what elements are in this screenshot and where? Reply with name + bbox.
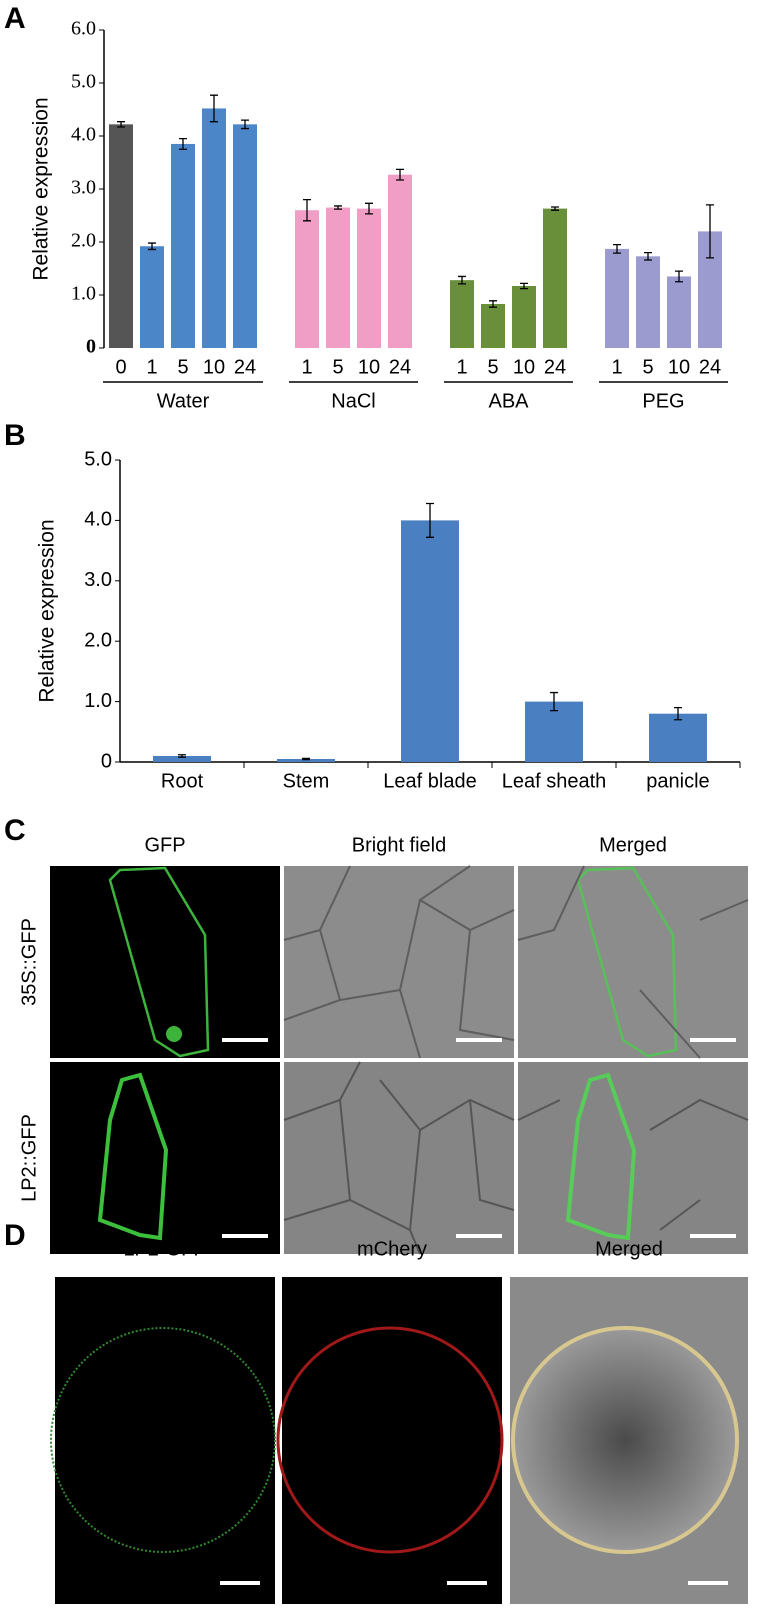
y-tick-label: 3.0 bbox=[71, 177, 96, 199]
error-bar bbox=[334, 205, 342, 210]
y-tick-label: 3.0 bbox=[84, 569, 112, 591]
y-tick-label: 5.0 bbox=[84, 448, 112, 470]
x-tick-label: 10 bbox=[513, 356, 535, 378]
y-axis-label: Relative expression bbox=[30, 97, 53, 280]
x-tick-label: 5 bbox=[177, 356, 188, 378]
y-tick-label: 6.0 bbox=[71, 18, 96, 40]
x-tick-label: 24 bbox=[699, 356, 721, 378]
x-tick-label: 5 bbox=[332, 356, 343, 378]
error-bar bbox=[241, 119, 249, 130]
error-bar bbox=[396, 168, 404, 181]
column-label: Merged bbox=[599, 834, 667, 856]
error-bar bbox=[489, 300, 497, 308]
error-bar bbox=[178, 754, 186, 758]
y-tick-label: 1.0 bbox=[71, 283, 96, 305]
y-tick-label: 5.0 bbox=[71, 71, 96, 93]
group-label: ABA bbox=[488, 390, 529, 412]
x-tick-label: Root bbox=[161, 770, 204, 792]
x-tick-label: 5 bbox=[487, 356, 498, 378]
bar bbox=[667, 276, 691, 348]
y-tick-label: 2.0 bbox=[71, 230, 96, 252]
bar bbox=[357, 208, 381, 348]
y-tick-label: 4.0 bbox=[84, 509, 112, 531]
column-label: GFP bbox=[144, 834, 185, 856]
bar bbox=[295, 210, 319, 348]
bar bbox=[636, 256, 660, 348]
bar bbox=[277, 758, 335, 762]
x-tick-label: 10 bbox=[668, 356, 690, 378]
bar bbox=[109, 124, 133, 348]
bar bbox=[171, 143, 195, 348]
x-tick-label: 24 bbox=[234, 356, 256, 378]
column-label: Merged bbox=[595, 1238, 663, 1260]
error-bar bbox=[551, 206, 559, 211]
error-bar bbox=[706, 204, 714, 259]
y-tick-label: 0 bbox=[101, 750, 112, 772]
x-tick-label: 1 bbox=[611, 356, 622, 378]
bar bbox=[649, 713, 707, 762]
panel-label: C bbox=[4, 814, 26, 847]
y-tick-label: 4.0 bbox=[71, 124, 96, 146]
y-tick-label: 0 bbox=[86, 336, 96, 358]
x-tick-label: 10 bbox=[358, 356, 380, 378]
panel-label: A bbox=[4, 2, 26, 35]
x-tick-label: 24 bbox=[544, 356, 566, 378]
bar bbox=[401, 520, 459, 762]
micrographs bbox=[50, 865, 749, 1255]
group-label: Water bbox=[157, 390, 210, 412]
x-tick-label: panicle bbox=[646, 770, 709, 792]
error-bar bbox=[674, 706, 682, 721]
panel-label: D bbox=[4, 1219, 26, 1252]
x-tick-label: 1 bbox=[456, 356, 467, 378]
x-tick-label: Stem bbox=[283, 770, 330, 792]
row-label: LP2::GFP bbox=[18, 1114, 40, 1202]
group-label: PEG bbox=[642, 390, 684, 412]
x-tick-label: Leaf sheath bbox=[502, 770, 607, 792]
error-bar bbox=[644, 251, 652, 261]
error-bar bbox=[210, 94, 218, 123]
bar bbox=[326, 207, 350, 348]
error-bar bbox=[302, 757, 310, 761]
y-axis-label: Relative expression bbox=[36, 519, 59, 702]
x-tick-label: 10 bbox=[203, 356, 225, 378]
bar bbox=[543, 208, 567, 348]
error-bar bbox=[303, 198, 311, 222]
y-tick-label: 2.0 bbox=[84, 629, 112, 651]
error-bar bbox=[117, 121, 125, 128]
bar bbox=[233, 124, 257, 348]
x-tick-label: 1 bbox=[301, 356, 312, 378]
error-bar bbox=[148, 242, 156, 251]
error-bar bbox=[458, 275, 466, 285]
x-tick-label: Leaf blade bbox=[383, 770, 476, 792]
error-bar bbox=[520, 282, 528, 290]
bar bbox=[153, 755, 211, 762]
x-tick-label: 1 bbox=[146, 356, 157, 378]
bar bbox=[481, 304, 505, 348]
error-bar bbox=[365, 202, 373, 215]
bar bbox=[450, 280, 474, 348]
column-label: LP2-GFP bbox=[123, 1238, 206, 1260]
y-tick-label: 1.0 bbox=[84, 690, 112, 712]
bar bbox=[202, 108, 226, 348]
error-bar bbox=[675, 270, 683, 283]
x-tick-label: 0 bbox=[115, 356, 126, 378]
x-tick-label: 5 bbox=[642, 356, 653, 378]
row-label: 35S::GFP bbox=[18, 918, 40, 1006]
error-bar bbox=[550, 691, 558, 712]
error-bar bbox=[179, 138, 187, 150]
error-bar bbox=[613, 244, 621, 254]
panel-label: B bbox=[4, 419, 26, 452]
bar bbox=[512, 285, 536, 348]
group-label: NaCl bbox=[331, 390, 375, 412]
micrographs bbox=[50, 1277, 748, 1604]
bar bbox=[605, 248, 629, 348]
x-tick-label: 24 bbox=[389, 356, 411, 378]
bar bbox=[140, 246, 164, 348]
bar bbox=[388, 174, 412, 348]
column-label: Bright field bbox=[352, 834, 447, 856]
error-bar bbox=[426, 502, 434, 538]
bar bbox=[525, 701, 583, 762]
column-label: mChery bbox=[357, 1238, 427, 1260]
